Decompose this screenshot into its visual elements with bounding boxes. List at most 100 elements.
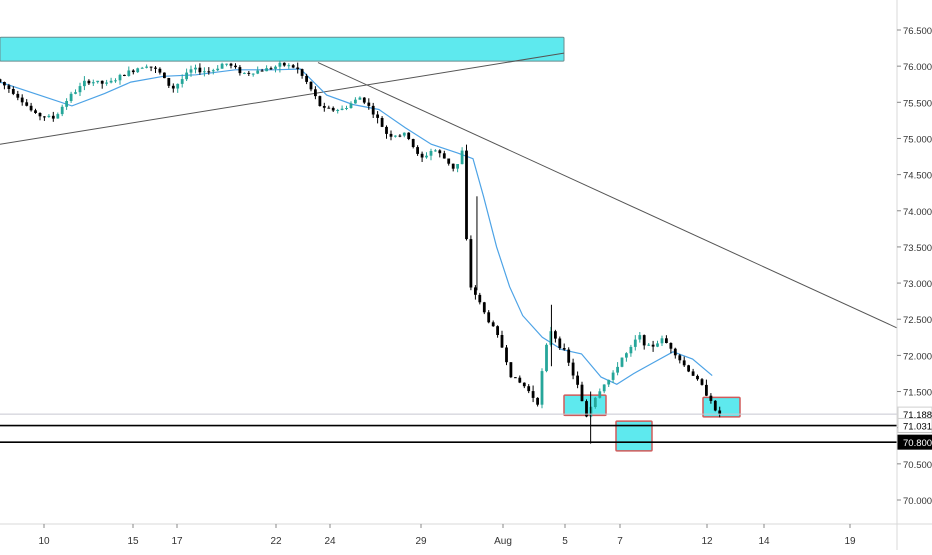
x-tick-label: 5 — [562, 536, 568, 547]
candle-body — [540, 371, 544, 405]
candle-body — [318, 96, 322, 106]
price-badge — [897, 417, 932, 433]
candle-body — [34, 110, 37, 113]
price-badge — [897, 434, 932, 450]
candle-body — [460, 150, 464, 165]
candle-body — [238, 67, 242, 74]
candle-body — [0, 79, 2, 82]
candle-body — [87, 80, 91, 84]
candle-body — [47, 115, 51, 117]
price-badge-label: 70.800 — [903, 438, 932, 449]
candle-body — [220, 63, 224, 69]
candle-body — [593, 397, 597, 407]
candle-body — [474, 287, 477, 295]
candle-body — [500, 335, 504, 348]
candle-body — [651, 344, 655, 347]
candle-body — [167, 78, 171, 86]
y-tick-label: 70.000 — [903, 496, 932, 507]
candle-body — [558, 338, 562, 348]
candle-body — [611, 372, 615, 380]
candle-body — [602, 384, 606, 392]
y-tick-label: 73.000 — [903, 279, 932, 290]
moving-average-layer — [0, 68, 713, 385]
candle-body — [327, 107, 331, 109]
candle-body — [616, 366, 619, 373]
candle-body — [629, 346, 633, 354]
candle-body — [336, 110, 340, 111]
candle-body — [642, 335, 646, 346]
candle-body — [247, 72, 251, 74]
candle-body — [127, 70, 131, 76]
candle-body — [580, 384, 584, 402]
y-tick-label: 71.500 — [903, 388, 932, 399]
candle-body — [571, 362, 575, 376]
candle-body — [60, 106, 64, 115]
y-tick-label: 75.000 — [903, 134, 932, 145]
support-box-3 — [702, 396, 741, 418]
resistance-zone — [0, 36, 565, 62]
candle-body — [367, 102, 371, 106]
candle-body — [625, 353, 628, 358]
candle-body — [83, 80, 86, 87]
price-badge-label: 71.031 — [903, 421, 932, 432]
candle-body — [225, 63, 228, 65]
candle-body — [505, 347, 508, 363]
candle-body — [118, 74, 122, 81]
candle-body — [447, 158, 451, 164]
y-tick-label: 72.000 — [903, 351, 932, 362]
x-tick-label: 14 — [758, 536, 770, 547]
candle-body — [518, 377, 522, 383]
candle-body — [7, 85, 11, 89]
candle-body — [673, 348, 677, 356]
candle-body — [229, 63, 233, 66]
x-tick-label: 15 — [127, 536, 139, 547]
x-tick-label: 10 — [38, 536, 50, 547]
candle-body — [607, 379, 611, 385]
candle-body — [269, 68, 273, 70]
candle-body — [425, 155, 428, 158]
candle-body — [340, 108, 344, 110]
candle-body — [691, 371, 695, 376]
candle-body — [713, 400, 717, 411]
candle-body — [96, 80, 100, 83]
y-tick-label: 72.500 — [903, 315, 932, 326]
candle-body — [314, 89, 317, 97]
candle-body — [69, 93, 73, 101]
candle-body — [442, 153, 446, 159]
candle-body — [100, 80, 104, 84]
candle-body — [660, 338, 664, 344]
candle-body — [43, 116, 46, 118]
candle-body — [158, 68, 162, 73]
candle-body — [362, 97, 366, 103]
x-tick-label: 29 — [415, 536, 427, 547]
candle-body — [709, 395, 713, 401]
candle-body — [451, 163, 455, 169]
x-tick-label: 7 — [617, 536, 623, 547]
candle-body — [136, 68, 140, 73]
candle-body — [56, 114, 60, 119]
candle-body — [176, 83, 180, 89]
candle-body — [74, 92, 77, 94]
candle-body — [131, 70, 135, 73]
candle-body — [509, 362, 513, 378]
candle-body — [633, 339, 637, 347]
candle-body — [420, 153, 424, 158]
candle-body — [216, 68, 220, 71]
candle-body — [438, 150, 442, 154]
candle-body — [171, 85, 175, 89]
candle-body — [163, 72, 166, 79]
candle-body — [154, 67, 157, 69]
candle-body — [145, 66, 148, 68]
candle-body — [322, 106, 326, 108]
candle-body — [549, 331, 553, 345]
candle-body — [487, 312, 491, 323]
candle-body — [705, 384, 708, 396]
candle-body — [20, 97, 24, 103]
candle-body — [211, 70, 215, 72]
candle-body — [309, 81, 313, 90]
y-tick-label: 70.500 — [903, 460, 932, 471]
candle-body — [585, 401, 588, 417]
candle-body — [149, 66, 153, 68]
